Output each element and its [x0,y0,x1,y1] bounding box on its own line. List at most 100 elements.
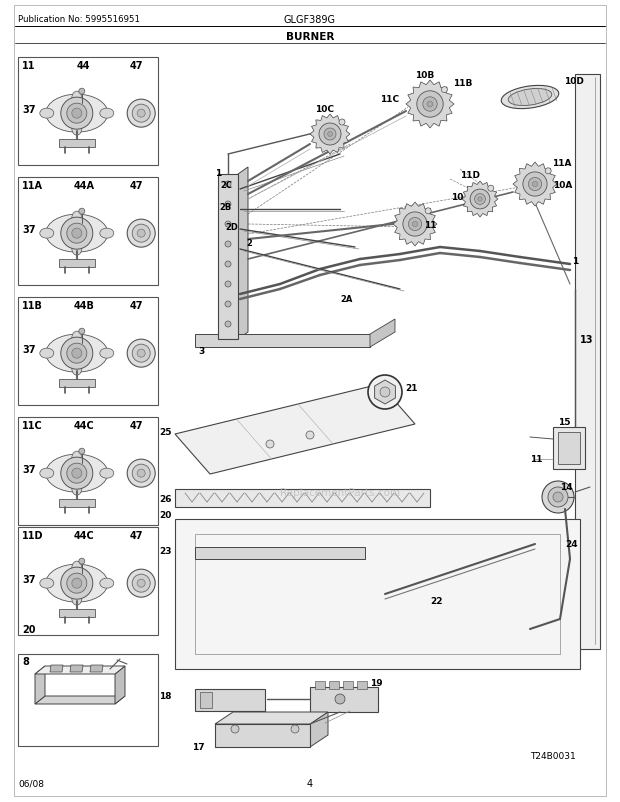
Circle shape [231,725,239,733]
Circle shape [319,124,341,146]
Circle shape [427,102,433,107]
Text: 4: 4 [307,778,313,788]
Text: 44: 44 [77,61,91,71]
Text: 10A: 10A [553,180,573,189]
Text: 20: 20 [22,624,35,634]
Text: 2: 2 [246,238,252,247]
Polygon shape [462,182,498,217]
Circle shape [137,110,145,118]
Ellipse shape [72,212,82,226]
Bar [59,610,95,618]
Polygon shape [215,724,310,747]
Circle shape [339,119,345,126]
Text: 11D: 11D [22,530,43,541]
Ellipse shape [100,468,114,479]
Circle shape [137,579,145,587]
Circle shape [127,460,155,488]
Ellipse shape [72,591,82,606]
Circle shape [61,568,93,599]
Polygon shape [195,334,370,347]
Polygon shape [70,665,83,672]
Polygon shape [115,666,125,704]
Bar [310,687,378,712]
Circle shape [132,105,150,123]
Circle shape [327,132,332,137]
Bar [59,140,95,148]
Circle shape [423,98,437,112]
Circle shape [67,224,87,244]
Circle shape [79,89,85,95]
Ellipse shape [40,109,54,119]
Circle shape [441,87,448,94]
Circle shape [67,344,87,363]
Circle shape [127,340,155,367]
Text: 24: 24 [565,540,578,549]
Circle shape [132,464,150,483]
Text: 11: 11 [530,455,542,464]
Text: ReplacementParts.com: ReplacementParts.com [280,488,400,497]
Text: 10C: 10C [316,104,335,113]
Circle shape [425,209,431,214]
Text: 13: 13 [580,334,593,345]
Ellipse shape [100,109,114,119]
Text: Publication No: 5995516951: Publication No: 5995516951 [18,15,140,25]
Ellipse shape [100,349,114,358]
Bar [18,418,158,525]
Circle shape [137,230,145,238]
Text: 11A: 11A [552,158,572,168]
Text: 11B: 11B [453,79,472,87]
Ellipse shape [72,481,82,496]
Polygon shape [50,665,63,672]
Circle shape [72,349,82,358]
Polygon shape [575,75,600,649]
Circle shape [61,338,93,370]
Ellipse shape [72,362,82,375]
Ellipse shape [40,578,54,589]
Circle shape [488,186,494,192]
Text: 11: 11 [423,221,436,229]
Text: 47: 47 [130,530,143,541]
Text: 18: 18 [159,691,172,701]
Circle shape [225,182,231,188]
Circle shape [79,329,85,334]
Ellipse shape [46,565,108,602]
Bar [315,681,325,689]
Polygon shape [310,712,328,747]
Ellipse shape [72,92,82,106]
Circle shape [127,569,155,597]
Circle shape [523,172,547,196]
Circle shape [67,573,87,593]
Text: 8: 8 [22,656,29,666]
Polygon shape [175,384,415,475]
Ellipse shape [40,468,54,479]
Circle shape [137,470,145,477]
Text: 11C: 11C [380,95,399,104]
Circle shape [61,458,93,489]
Polygon shape [310,115,350,155]
Text: 22: 22 [430,597,443,606]
Bar [553,427,585,469]
Text: 3: 3 [198,347,204,356]
Text: BURNER: BURNER [286,32,334,42]
Text: 1: 1 [572,257,578,266]
Bar [59,500,95,508]
Bar [18,654,158,746]
Ellipse shape [46,334,108,373]
Text: 47: 47 [130,180,143,191]
Text: 11: 11 [22,61,35,71]
Text: 47: 47 [130,301,143,310]
Circle shape [478,197,482,202]
Text: 37: 37 [22,464,35,474]
Text: 23: 23 [159,547,172,556]
Circle shape [137,350,145,358]
Ellipse shape [100,578,114,589]
Circle shape [306,431,314,439]
Polygon shape [215,712,328,724]
Circle shape [225,221,231,228]
Text: 1: 1 [215,168,221,177]
Circle shape [470,190,490,209]
Polygon shape [406,81,454,129]
Circle shape [409,218,422,231]
Text: 10B: 10B [415,71,435,79]
Text: T24B0031: T24B0031 [530,751,576,760]
